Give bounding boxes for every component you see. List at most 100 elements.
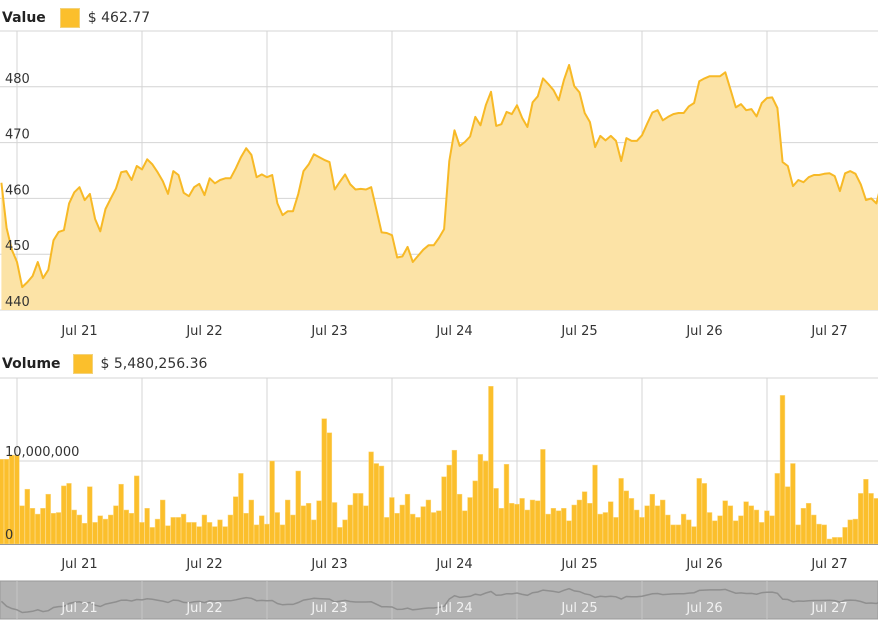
- value-point[interactable]: [129, 178, 134, 183]
- value-chart[interactable]: 440 450 460 470 480 Jul 21 Jul 22 Jul 23 Jul 24 J…: [0, 30, 878, 339]
- value-point[interactable]: [155, 170, 160, 175]
- volume-bar[interactable]: [498, 508, 504, 545]
- value-point[interactable]: [93, 217, 98, 222]
- value-point[interactable]: [822, 171, 827, 176]
- value-point[interactable]: [473, 114, 478, 119]
- value-point[interactable]: [499, 122, 504, 127]
- volume-bar[interactable]: [738, 515, 744, 545]
- volume-bar[interactable]: [785, 486, 791, 545]
- volume-bar[interactable]: [503, 464, 510, 545]
- volume-bar[interactable]: [212, 526, 218, 545]
- value-point[interactable]: [561, 78, 566, 83]
- volume-bar[interactable]: [19, 505, 25, 545]
- value-point[interactable]: [280, 213, 285, 218]
- value-point[interactable]: [817, 173, 822, 178]
- volume-bar[interactable]: [76, 514, 83, 545]
- value-point[interactable]: [421, 247, 426, 252]
- volume-bar[interactable]: [175, 517, 182, 545]
- value-point[interactable]: [775, 106, 780, 111]
- value-point[interactable]: [119, 170, 124, 175]
- volume-bar[interactable]: [81, 523, 88, 545]
- value-point[interactable]: [270, 173, 275, 178]
- value-point[interactable]: [353, 187, 358, 192]
- volume-bar[interactable]: [868, 493, 874, 545]
- volume-bar[interactable]: [97, 515, 103, 545]
- value-point[interactable]: [462, 140, 467, 145]
- value-point[interactable]: [233, 166, 238, 171]
- volume-bar[interactable]: [24, 488, 30, 545]
- volume-bar[interactable]: [665, 514, 671, 545]
- value-point[interactable]: [655, 108, 660, 113]
- volume-bar[interactable]: [571, 504, 577, 545]
- value-point[interactable]: [587, 120, 592, 125]
- volume-bar[interactable]: [602, 512, 609, 545]
- volume-bar[interactable]: [717, 515, 723, 545]
- value-point[interactable]: [468, 134, 473, 139]
- value-point[interactable]: [72, 190, 77, 195]
- volume-bar[interactable]: [160, 499, 166, 545]
- volume-bar[interactable]: [425, 499, 432, 545]
- volume-bar[interactable]: [321, 418, 327, 545]
- value-point[interactable]: [265, 175, 270, 180]
- value-point[interactable]: [567, 63, 572, 68]
- value-point[interactable]: [61, 228, 66, 233]
- volume-bar[interactable]: [561, 508, 567, 545]
- volume-bar[interactable]: [144, 508, 150, 545]
- value-point[interactable]: [249, 152, 254, 157]
- value-point[interactable]: [134, 164, 139, 169]
- volume-bar[interactable]: [597, 513, 603, 545]
- value-point[interactable]: [436, 236, 441, 241]
- value-point[interactable]: [254, 175, 259, 180]
- volume-bar[interactable]: [404, 493, 411, 545]
- volume-bar[interactable]: [300, 505, 307, 545]
- value-point[interactable]: [166, 191, 171, 196]
- value-point[interactable]: [666, 114, 671, 119]
- volume-bar[interactable]: [488, 386, 494, 545]
- volume-bar[interactable]: [102, 518, 109, 545]
- volume-bar[interactable]: [154, 518, 161, 545]
- volume-bar[interactable]: [108, 514, 114, 545]
- volume-bar[interactable]: [92, 522, 98, 545]
- value-point[interactable]: [296, 191, 301, 196]
- value-point[interactable]: [348, 182, 353, 187]
- value-point[interactable]: [603, 138, 608, 143]
- value-point[interactable]: [374, 207, 379, 212]
- value-point[interactable]: [853, 171, 858, 176]
- volume-bar[interactable]: [399, 504, 405, 545]
- value-point[interactable]: [41, 276, 46, 281]
- value-point[interactable]: [322, 157, 327, 162]
- value-point[interactable]: [660, 118, 665, 123]
- value-point[interactable]: [780, 160, 785, 165]
- volume-bar[interactable]: [436, 510, 442, 545]
- volume-bar[interactable]: [441, 476, 447, 545]
- volume-bar[interactable]: [837, 537, 843, 545]
- value-point[interactable]: [864, 198, 869, 203]
- value-point[interactable]: [483, 103, 488, 108]
- value-point[interactable]: [494, 123, 499, 128]
- value-point[interactable]: [358, 186, 363, 191]
- volume-bar[interactable]: [509, 503, 515, 545]
- value-point[interactable]: [733, 105, 738, 110]
- volume-bar[interactable]: [149, 527, 155, 545]
- volume-bar[interactable]: [222, 526, 228, 545]
- volume-bar[interactable]: [779, 395, 786, 545]
- volume-bar[interactable]: [352, 493, 359, 545]
- value-point[interactable]: [796, 178, 801, 183]
- value-point[interactable]: [285, 209, 290, 214]
- value-point[interactable]: [582, 111, 587, 116]
- volume-bar[interactable]: [217, 519, 223, 545]
- volume-bar[interactable]: [472, 480, 478, 545]
- value-point[interactable]: [457, 143, 462, 148]
- volume-bar[interactable]: [529, 499, 536, 545]
- volume-bar[interactable]: [35, 513, 41, 545]
- value-point[interactable]: [837, 189, 842, 194]
- value-point[interactable]: [744, 108, 749, 113]
- value-point[interactable]: [337, 179, 342, 184]
- volume-bar[interactable]: [701, 483, 708, 545]
- volume-bar[interactable]: [191, 522, 197, 545]
- volume-bar[interactable]: [134, 475, 140, 545]
- volume-bar[interactable]: [774, 473, 780, 545]
- value-point[interactable]: [546, 82, 551, 87]
- volume-bar[interactable]: [285, 499, 291, 545]
- volume-bar[interactable]: [363, 505, 369, 545]
